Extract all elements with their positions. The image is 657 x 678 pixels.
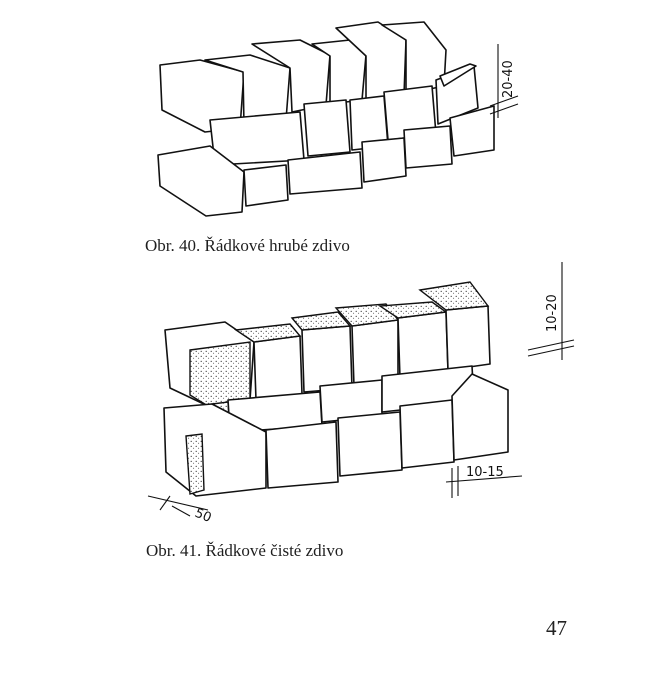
dimension-label-20-40: 20-40 <box>501 60 516 98</box>
dimension-20-40: 20-40 <box>489 44 519 118</box>
lower-course-stones <box>157 105 495 217</box>
middle-course-blocks <box>211 365 475 435</box>
dimension-label-50: 50 <box>193 506 214 526</box>
figure-40-drawing: 20-40 <box>157 21 519 217</box>
dimension-label-10-20: 10-20 <box>545 294 560 332</box>
dimension-50: 50 <box>147 495 214 526</box>
figure-40-caption: Obr. 40. Řádkové hrubé zdivo <box>145 236 350 256</box>
caption-number: Obr. 41. <box>146 541 202 560</box>
dimension-10-20: 10-20 <box>527 262 575 360</box>
top-course-blocks <box>164 281 491 407</box>
dimension-10-15: 10-15 <box>445 465 523 498</box>
middle-course-stones <box>209 63 479 166</box>
bottom-course-blocks <box>163 373 509 497</box>
page-number: 47 <box>546 616 567 640</box>
dimension-label-10-15: 10-15 <box>466 465 504 480</box>
caption-number: Obr. 40. <box>145 236 201 255</box>
figure-41-drawing: 10-20 10-15 50 <box>147 262 575 526</box>
caption-title: Řádkové čisté zdivo <box>205 541 344 560</box>
caption-title: Řádkové hrubé zdivo <box>204 236 350 255</box>
figure-41-caption: Obr. 41. Řádkové čisté zdivo <box>146 541 343 561</box>
